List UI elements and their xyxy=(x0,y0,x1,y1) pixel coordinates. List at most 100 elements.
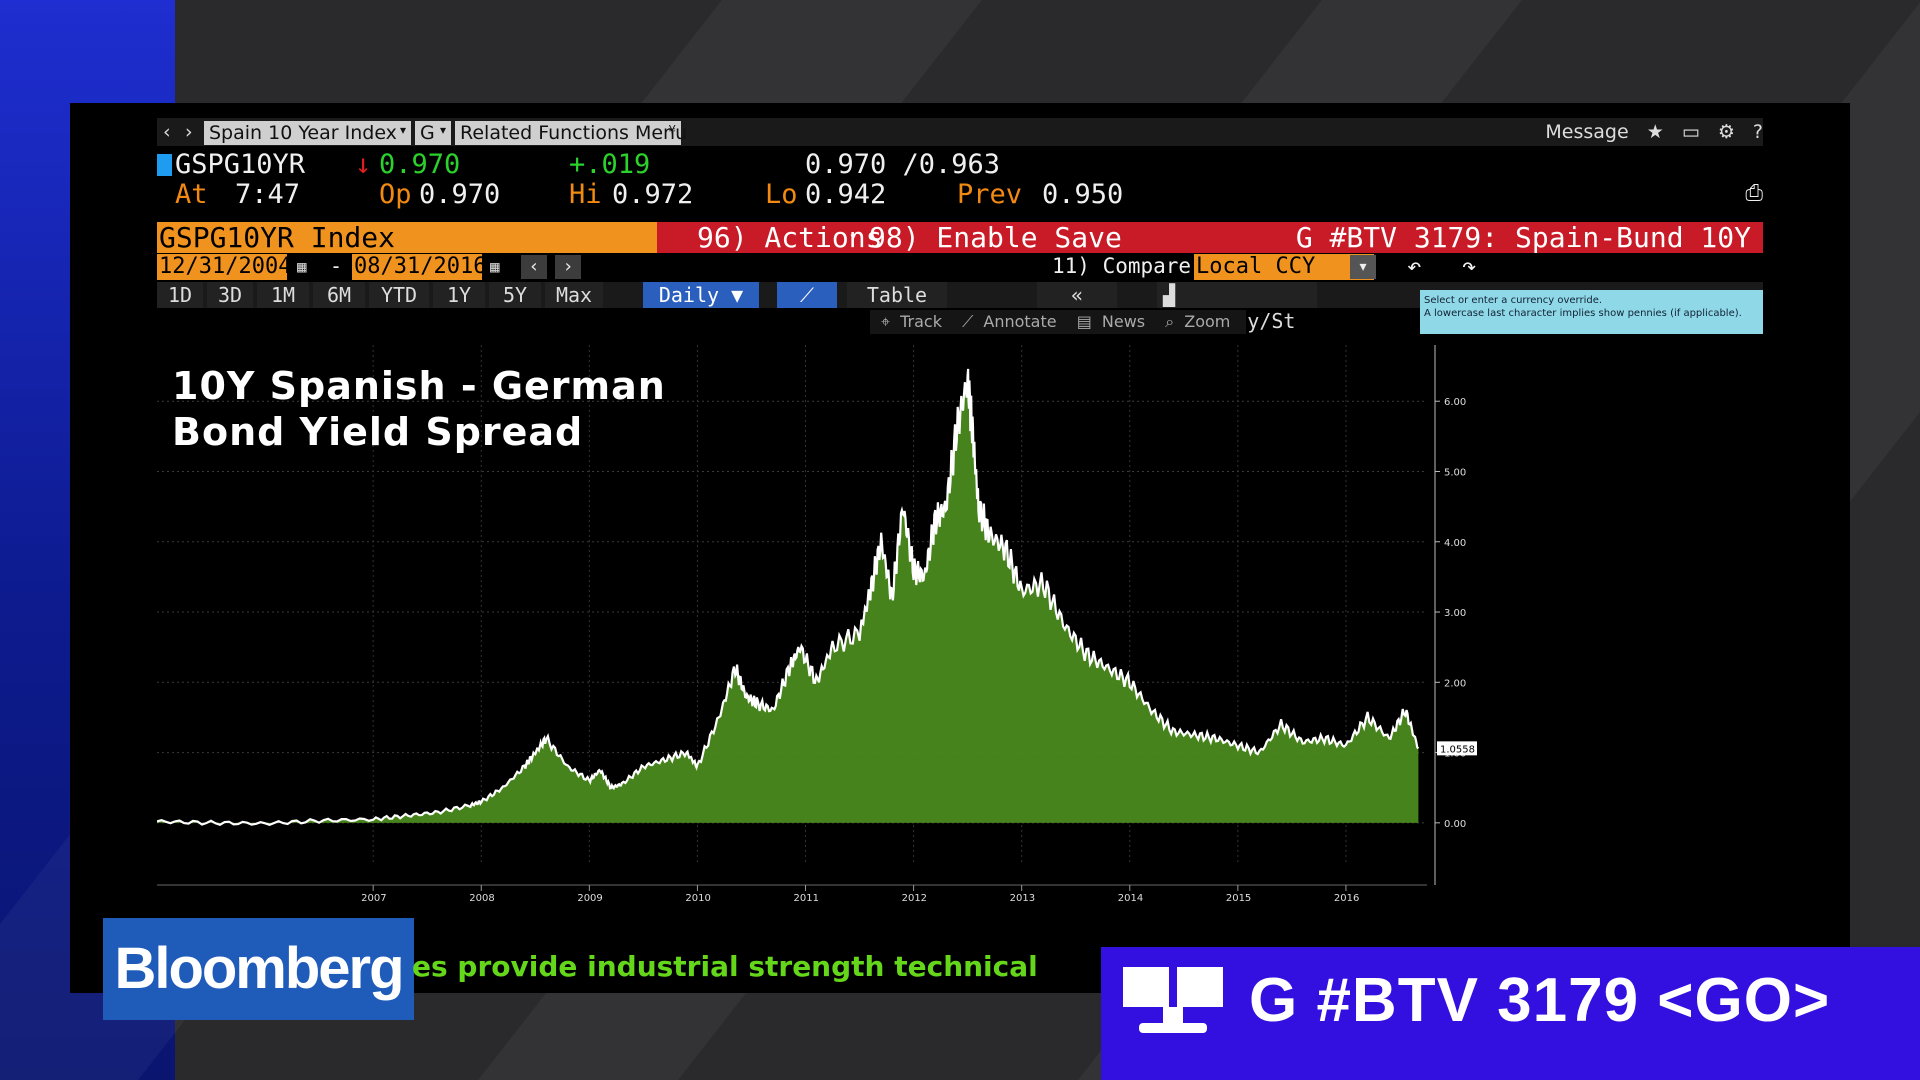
collapse-button[interactable]: « xyxy=(1037,282,1117,308)
chevron-down-icon: ▾ xyxy=(439,123,446,137)
market-sector: G xyxy=(420,122,435,144)
track-label: Track xyxy=(900,312,942,331)
bar-chart-icon: ▟ xyxy=(1163,283,1176,307)
chevron-down-icon: ▼ xyxy=(731,283,744,307)
series-area xyxy=(157,368,1419,825)
zoom-tool[interactable]: ⌕ Zoom xyxy=(1165,312,1231,331)
ticker-color-swatch xyxy=(157,154,172,176)
hi-label: Hi xyxy=(569,179,602,210)
annotate-label: Annotate xyxy=(983,312,1057,331)
y-tick-label: 2.00 xyxy=(1444,678,1466,689)
range-max[interactable]: Max xyxy=(545,282,603,308)
chevron-left-icon[interactable]: ‹ xyxy=(521,255,547,279)
y-tick-label: 5.00 xyxy=(1444,467,1466,478)
last-value-label: 1.0558 xyxy=(1440,744,1475,755)
chevron-down-icon[interactable]: ▾ xyxy=(1350,255,1376,279)
compare-button[interactable]: 11) Compare xyxy=(1052,254,1192,278)
actions-menu[interactable]: 96) Actions xyxy=(697,221,883,254)
quote-line-2: At 7:47 Op 0.970 Hi 0.972 Lo 0.942 Prev … xyxy=(157,179,1763,210)
chevron-right-icon[interactable]: › xyxy=(555,255,581,279)
calendar-icon[interactable]: ▦ xyxy=(297,257,307,276)
chart-area[interactable]: 0.001.002.003.004.005.006.001.0558200720… xyxy=(156,335,1515,945)
y-tick-label: 0.00 xyxy=(1444,819,1466,830)
gear-icon[interactable]: ⚙ xyxy=(1717,121,1735,143)
date-separator: - xyxy=(330,254,343,278)
currency-field[interactable]: Local CCY xyxy=(1194,254,1374,280)
frequency-select[interactable]: Daily ▼ xyxy=(643,282,759,308)
range-3d[interactable]: 3D xyxy=(207,282,253,308)
go-command-text: G #BTV 3179 <GO> xyxy=(1249,966,1831,1035)
market-sector-select[interactable]: G ▾ xyxy=(415,121,451,145)
range-1d[interactable]: 1D xyxy=(157,282,203,308)
tooltip-line-2: A lowercase last character implies show … xyxy=(1424,308,1742,319)
security-name-field[interactable]: Spain 10 Year Index ▾ xyxy=(204,121,411,145)
command-bar: GSPG10YR Index 96) Actions ▾ 98) Enable … xyxy=(157,222,1763,253)
track-tool[interactable]: ⌖ Track xyxy=(881,312,942,331)
security-name: Spain 10 Year Index xyxy=(209,122,397,144)
security-command[interactable]: GSPG10YR Index xyxy=(157,222,657,253)
range-1y[interactable]: 1Y xyxy=(433,282,485,308)
news-tool[interactable]: ▤ News xyxy=(1076,312,1146,331)
currency-tooltip: Select or enter a currency override. A l… xyxy=(1420,290,1763,334)
chart-toolbar: ⌖ Track ⟋ Annotate ▤ News ⌕ Zoom xyxy=(870,310,1247,334)
overlay-title-line-2: Bond Yield Spread xyxy=(172,410,584,454)
star-icon[interactable]: ★ xyxy=(1646,121,1664,143)
at-label: At xyxy=(175,179,208,210)
security-study-button[interactable]: ▟ Security/St xyxy=(1157,282,1317,333)
end-date-field[interactable]: 08/31/2016 xyxy=(352,254,487,280)
annotate-tool[interactable]: ⟋ Annotate xyxy=(962,312,1057,331)
chevron-right-icon[interactable]: › xyxy=(185,121,193,143)
bloomberg-logo: Bloomberg xyxy=(103,918,414,1020)
chevron-down-icon: ¥ xyxy=(668,123,676,137)
message-button[interactable]: Message xyxy=(1545,121,1629,143)
top-nav-bar: ‹ › Spain 10 Year Index ▾ G ▾ Related Fu… xyxy=(157,118,1763,146)
range-5y[interactable]: 5Y xyxy=(489,282,541,308)
related-functions-label: Related Functions Menu xyxy=(460,122,688,144)
y-tick-label: 4.00 xyxy=(1444,538,1466,549)
news-label: News xyxy=(1101,312,1146,331)
range-1m[interactable]: 1M xyxy=(257,282,309,308)
calendar-icon[interactable]: ▦ xyxy=(490,257,500,276)
range-6m[interactable]: 6M xyxy=(313,282,365,308)
start-date-field[interactable]: 12/31/2004 xyxy=(157,254,292,280)
lo-label: Lo xyxy=(765,179,798,210)
nav-right-tools: Message ★ ▭ ⚙ ? xyxy=(1533,121,1763,143)
range-ytd[interactable]: YTD xyxy=(369,282,429,308)
open-label: Op xyxy=(379,179,412,210)
x-tick-label: 2012 xyxy=(902,893,927,904)
hi-value: 0.972 xyxy=(612,179,694,210)
command-bar-red: 96) Actions ▾ 98) Enable Save G #BTV 317… xyxy=(657,222,1763,253)
zoom-label: Zoom xyxy=(1184,312,1231,331)
undo-icon[interactable]: ↶ xyxy=(1407,252,1422,280)
enable-save-button[interactable]: 98) Enable Save xyxy=(869,221,1122,254)
bid-ask: 0.970 /0.963 xyxy=(805,149,1001,180)
redo-icon[interactable]: ↷ xyxy=(1462,252,1477,280)
chart-overlay-title: 10Y Spanish - German Bond Yield Spread xyxy=(172,363,666,455)
tooltip-line-1: Select or enter a currency override. xyxy=(1424,295,1603,306)
x-tick-label: 2009 xyxy=(577,893,602,904)
line-chart-icon[interactable]: ⟋ xyxy=(777,282,837,308)
chevron-down-icon: ▾ xyxy=(849,229,858,245)
monitor-icon[interactable]: ▭ xyxy=(1681,121,1700,143)
series-line xyxy=(156,368,1420,827)
quote-time: 7:47 xyxy=(235,179,301,210)
x-tick-label: 2010 xyxy=(685,893,710,904)
x-tick-label: 2013 xyxy=(1010,893,1035,904)
x-tick-label: 2014 xyxy=(1118,893,1143,904)
date-range-row: 12/31/2004 ▦ - 08/31/2016 ▦ ‹ › 11) Comp… xyxy=(157,252,1763,280)
help-icon[interactable]: ? xyxy=(1752,121,1763,143)
export-icon[interactable]: ⎙ xyxy=(1745,181,1763,206)
frequency-label: Daily xyxy=(658,283,720,307)
table-button[interactable]: Table xyxy=(847,282,947,308)
yield-spread-chart: 0.001.002.003.004.005.006.001.0558200720… xyxy=(156,345,1477,904)
quote-line-1: GSPG10YR ↓ 0.970 +.019 0.970 /0.963 xyxy=(157,149,1763,180)
x-tick-label: 2011 xyxy=(794,893,819,904)
chevron-left-icon[interactable]: ‹ xyxy=(163,121,171,143)
prev-value: 0.950 xyxy=(1042,179,1124,210)
related-functions-menu[interactable]: Related Functions Menu ¥ xyxy=(455,121,687,145)
y-tick-label: 3.00 xyxy=(1444,608,1466,619)
x-tick-label: 2007 xyxy=(361,893,386,904)
y-tick-label: 6.00 xyxy=(1444,397,1466,408)
chevron-down-icon: ▾ xyxy=(399,123,406,137)
ticker-symbol: GSPG10YR xyxy=(175,149,306,180)
